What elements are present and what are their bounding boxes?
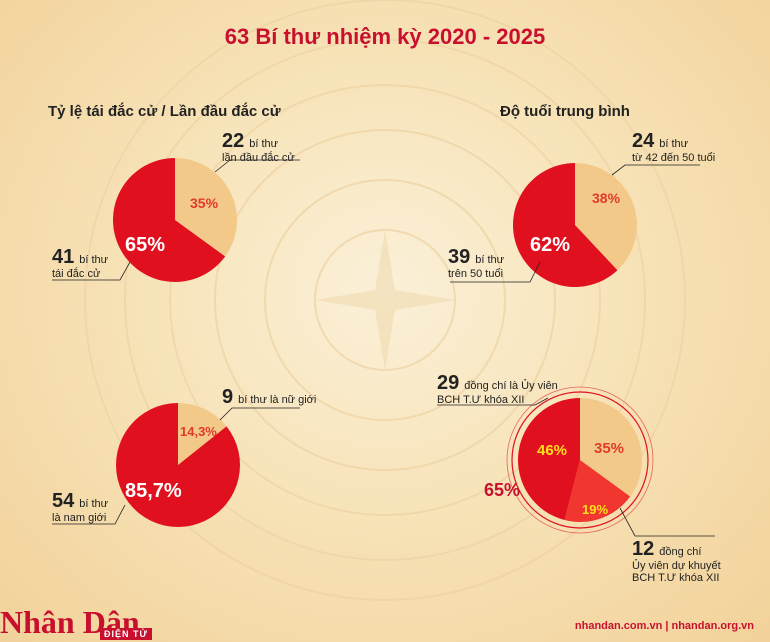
slice-age-old	[512, 163, 618, 287]
slice-male	[116, 403, 241, 527]
label-age-young-1: bí thư	[659, 138, 689, 150]
annotation-first-time: 22 bí thư lần đầu đắc cử	[222, 130, 295, 164]
pct-age-old: 62%	[530, 234, 571, 256]
slice-female	[178, 403, 227, 465]
annotation-reelected: 41 bí thư tái đắc cử	[52, 246, 108, 280]
nhan-dan-logo-sub: ĐIỆN TỬ	[100, 628, 152, 640]
ring-committee-outer	[506, 386, 654, 534]
label-age-young-2: từ 42 đến 50 tuổi	[632, 152, 716, 164]
count-alternate: 12	[632, 538, 655, 560]
line-age-young	[611, 164, 700, 176]
slice-reelected	[112, 158, 226, 282]
section-title-reelection: Tỷ lệ tái đắc cử / Lần đầu đắc cử	[48, 103, 281, 120]
count-female: 9	[222, 386, 234, 408]
count-first-time: 22	[222, 130, 245, 152]
slice-official	[517, 398, 580, 521]
line-age-old	[450, 261, 541, 283]
pct-official: 46%	[537, 442, 568, 459]
label-age-old-1: bí thư	[475, 254, 505, 266]
count-male: 54	[52, 490, 75, 512]
footer-url[interactable]: nhandan.com.vn | nhandan.org.vn	[574, 620, 754, 632]
pct-first-time: 35%	[190, 195, 219, 211]
label-alternate-1: đồng chí	[659, 546, 702, 558]
count-age-old: 39	[448, 246, 471, 268]
pct-reelected: 65%	[125, 234, 166, 256]
annotation-male: 54 bí thư là nam giới	[52, 490, 108, 524]
label-official-1: đồng chí là Ủy viên	[464, 380, 558, 392]
label-first-time-1: bí thư	[249, 138, 279, 150]
count-reelected: 41	[52, 246, 75, 268]
count-official: 29	[437, 372, 460, 394]
pct-male: 85,7%	[125, 480, 182, 502]
label-age-old-2: trên 50 tuổi	[448, 268, 504, 280]
slice-alternate	[564, 460, 631, 522]
line-female	[219, 407, 300, 421]
label-first-time-2: lần đầu đắc cử	[222, 152, 295, 164]
annotation-age-old: 39 bí thư trên 50 tuổi	[448, 246, 504, 280]
label-reelected-2: tái đắc cử	[52, 268, 101, 280]
label-male-1: bí thư	[79, 498, 109, 510]
line-alternate	[619, 507, 715, 537]
label-reelected-1: bí thư	[79, 254, 109, 266]
page-title: 63 Bí thư nhiệm kỳ 2020 - 2025	[224, 24, 546, 49]
annotation-age-young: 24 bí thư từ 42 đến 50 tuổi	[632, 130, 715, 164]
ring-committee	[511, 391, 649, 529]
slice-other	[580, 398, 642, 497]
count-age-young: 24	[632, 130, 655, 152]
line-first-time	[214, 159, 300, 173]
pct-committee-total: 65%	[484, 480, 521, 500]
section-title-age: Độ tuổi trung bình	[500, 103, 630, 120]
label-female-1: bí thư là nữ giới	[238, 394, 317, 406]
pct-alternate: 19%	[582, 502, 609, 517]
line-reelected	[52, 261, 131, 281]
label-alternate-3: BCH T.Ư khóa XII	[632, 572, 720, 585]
label-male-2: là nam giới	[52, 512, 107, 524]
line-official	[437, 397, 549, 406]
annotation-female: 9 bí thư là nữ giới	[222, 386, 316, 408]
slice-first-time	[175, 158, 237, 257]
pct-other: 35%	[594, 440, 625, 457]
pct-age-young: 38%	[592, 190, 621, 206]
label-alternate-2: Ủy viên dự khuyết	[632, 560, 721, 572]
line-male	[52, 504, 126, 525]
pct-female: 14,3%	[180, 424, 217, 439]
annotation-alternate: 12 đồng chí Ủy viên dự khuyết BCH T.Ư khó…	[632, 538, 721, 584]
annotation-official: 29 đồng chí là Ủy viên BCH T.Ư khóa XII	[437, 372, 558, 406]
slice-age-young	[575, 163, 637, 271]
label-official-2: BCH T.Ư khóa XII	[437, 394, 525, 406]
